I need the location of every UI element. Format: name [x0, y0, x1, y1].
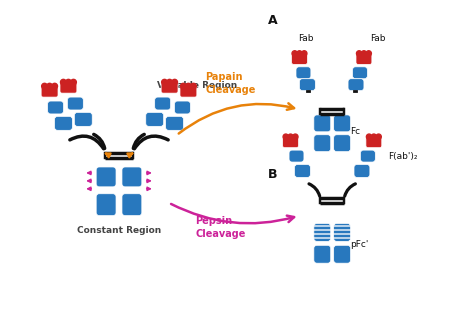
FancyBboxPatch shape — [47, 101, 64, 114]
Text: Fc: Fc — [350, 127, 360, 136]
FancyBboxPatch shape — [60, 82, 77, 93]
FancyBboxPatch shape — [146, 113, 164, 126]
Circle shape — [301, 51, 307, 56]
Circle shape — [162, 79, 167, 85]
FancyBboxPatch shape — [356, 53, 372, 64]
Text: Fab: Fab — [298, 34, 313, 43]
FancyBboxPatch shape — [334, 245, 351, 263]
Text: F(ab')₂: F(ab')₂ — [388, 152, 417, 161]
FancyArrowPatch shape — [171, 204, 294, 223]
Circle shape — [71, 79, 76, 85]
Circle shape — [47, 83, 53, 89]
FancyBboxPatch shape — [354, 165, 370, 177]
Circle shape — [185, 83, 191, 89]
Circle shape — [65, 79, 71, 85]
Circle shape — [52, 83, 57, 89]
Circle shape — [191, 83, 196, 89]
Text: Pepsin
Cleavage: Pepsin Cleavage — [195, 216, 246, 239]
FancyBboxPatch shape — [314, 223, 331, 241]
FancyBboxPatch shape — [122, 194, 142, 215]
FancyBboxPatch shape — [155, 97, 171, 110]
FancyBboxPatch shape — [96, 194, 116, 215]
FancyBboxPatch shape — [296, 67, 311, 79]
Circle shape — [366, 51, 372, 56]
Circle shape — [167, 79, 173, 85]
FancyBboxPatch shape — [96, 167, 116, 187]
FancyBboxPatch shape — [292, 53, 308, 64]
Circle shape — [181, 83, 186, 89]
Text: Fab: Fab — [370, 34, 385, 43]
FancyBboxPatch shape — [334, 115, 351, 132]
Circle shape — [61, 79, 66, 85]
Circle shape — [297, 51, 302, 56]
Circle shape — [361, 51, 366, 56]
FancyBboxPatch shape — [74, 113, 92, 126]
FancyBboxPatch shape — [180, 86, 197, 97]
FancyBboxPatch shape — [334, 223, 351, 241]
FancyBboxPatch shape — [334, 135, 351, 152]
FancyBboxPatch shape — [67, 97, 83, 110]
Circle shape — [376, 134, 381, 139]
Circle shape — [371, 134, 376, 139]
Circle shape — [292, 134, 298, 139]
FancyBboxPatch shape — [360, 150, 375, 162]
Circle shape — [283, 134, 289, 139]
FancyArrowPatch shape — [179, 103, 294, 133]
FancyBboxPatch shape — [55, 117, 73, 130]
FancyBboxPatch shape — [348, 79, 364, 91]
FancyBboxPatch shape — [300, 79, 315, 91]
FancyBboxPatch shape — [314, 135, 331, 152]
Text: B: B — [268, 168, 277, 181]
Circle shape — [292, 51, 297, 56]
Text: Variable Region: Variable Region — [157, 81, 237, 90]
Circle shape — [288, 134, 293, 139]
Text: Papain
Cleavage: Papain Cleavage — [205, 72, 255, 95]
FancyBboxPatch shape — [294, 165, 310, 177]
FancyBboxPatch shape — [165, 117, 183, 130]
FancyBboxPatch shape — [289, 150, 304, 162]
Circle shape — [366, 134, 372, 139]
FancyBboxPatch shape — [283, 137, 299, 148]
Circle shape — [356, 51, 362, 56]
Circle shape — [172, 79, 177, 85]
FancyBboxPatch shape — [122, 167, 142, 187]
FancyBboxPatch shape — [314, 245, 331, 263]
Text: A: A — [268, 14, 277, 27]
FancyBboxPatch shape — [41, 86, 58, 97]
FancyBboxPatch shape — [161, 82, 178, 93]
Text: pFc': pFc' — [350, 240, 368, 249]
FancyBboxPatch shape — [174, 101, 191, 114]
Text: Constant Region: Constant Region — [77, 226, 161, 235]
FancyBboxPatch shape — [366, 137, 382, 148]
FancyBboxPatch shape — [353, 67, 367, 79]
FancyBboxPatch shape — [314, 115, 331, 132]
Circle shape — [42, 83, 47, 89]
